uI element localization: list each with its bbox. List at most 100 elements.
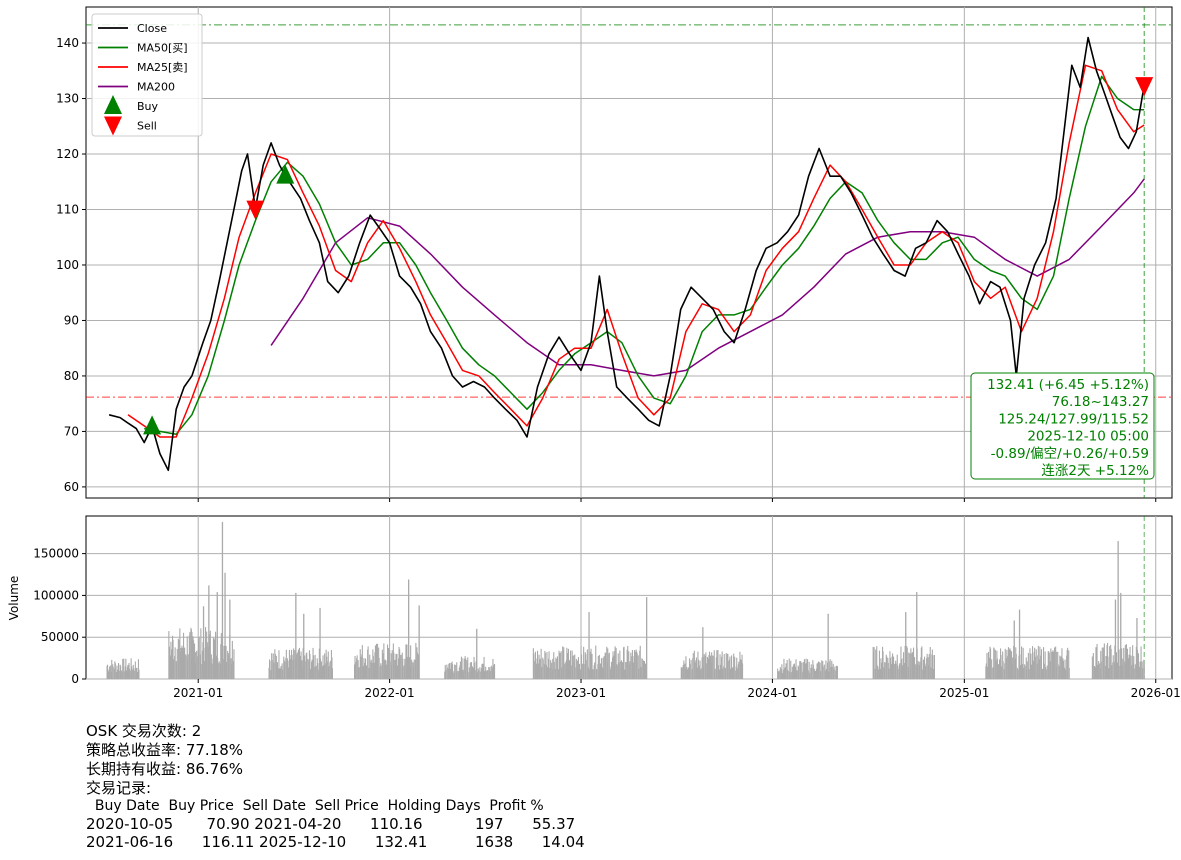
volume-bar <box>395 654 397 679</box>
volume-bar <box>313 666 315 679</box>
volume-bar <box>901 665 903 679</box>
volume-bar <box>908 652 910 679</box>
volume-bar <box>282 669 284 679</box>
volume-bar <box>787 669 789 679</box>
volume-bar <box>1012 657 1014 679</box>
volume-bar <box>681 667 683 679</box>
volume-y-tick-label: 100000 <box>33 588 79 602</box>
volume-bar <box>801 662 803 679</box>
volume-bar <box>470 662 472 679</box>
volume-bar-peak <box>1114 599 1117 679</box>
volume-bar <box>1118 649 1120 679</box>
volume-bar <box>286 658 288 679</box>
volume-bar <box>1040 649 1042 679</box>
volume-bar <box>288 649 290 679</box>
volume-bar <box>603 656 605 679</box>
volume-bar <box>736 668 738 679</box>
volume-bar <box>807 659 809 679</box>
volume-bar <box>600 658 602 679</box>
volume-bar <box>900 659 902 679</box>
volume-bar <box>552 658 554 679</box>
volume-bar <box>1125 644 1127 679</box>
volume-bar <box>1094 667 1096 679</box>
volume-bar <box>1103 643 1105 679</box>
volume-bar <box>463 672 465 679</box>
volume-bar <box>357 660 359 679</box>
volume-bar <box>1046 665 1048 679</box>
volume-bar <box>1006 649 1008 679</box>
volume-bar <box>615 648 617 679</box>
legend-buy-marker <box>104 95 122 114</box>
volume-bar <box>594 662 596 679</box>
volume-bar <box>367 646 369 679</box>
volume-bar <box>783 658 785 679</box>
volume-bar <box>362 666 364 679</box>
volume-bar-peak <box>216 592 218 679</box>
volume-bar <box>929 647 931 679</box>
volume-bar <box>378 657 380 679</box>
volume-bar <box>559 652 561 679</box>
volume-bar <box>931 649 933 679</box>
volume-bar <box>818 661 820 679</box>
volume-bar <box>540 648 542 679</box>
x-tick-label: 2024-01 <box>747 686 797 700</box>
volume-bar <box>910 648 912 679</box>
volume-bar <box>306 652 308 679</box>
volume-bar <box>361 645 363 679</box>
volume-bar <box>171 649 173 679</box>
volume-bar <box>742 663 744 679</box>
volume-bar <box>1127 658 1129 679</box>
volume-bar <box>707 658 709 679</box>
volume-bar <box>637 655 639 679</box>
volume-bar <box>1116 662 1118 679</box>
volume-bar <box>727 653 729 679</box>
volume-bar <box>1122 658 1124 679</box>
volume-bar <box>738 661 740 679</box>
volume-bar <box>216 655 218 679</box>
volume-bar <box>1092 653 1094 679</box>
volume-bar <box>1068 668 1070 679</box>
price-y-ticks: 60 70 80 90 100 110 120 130 140 <box>56 36 86 494</box>
volume-bar <box>1134 668 1136 679</box>
volume-bar <box>613 655 615 679</box>
volume-bar <box>118 670 120 679</box>
backtest-summary: OSK 交易次数: 2 策略总收益率: 77.18% 长期持有收益: 86.76… <box>86 722 585 851</box>
volume-bar <box>533 661 535 679</box>
volume-bar <box>393 652 395 679</box>
volume-bar <box>1064 659 1066 679</box>
stock-chart: 60 70 80 90 100 110 120 130 140 Close MA50[买] MA25… <box>7 6 1181 700</box>
info-box-frame <box>970 372 1155 480</box>
volume-bar <box>1097 664 1099 679</box>
volume-bar <box>996 650 998 679</box>
volume-bar <box>107 671 109 679</box>
volume-bar <box>404 658 406 679</box>
volume-bar-peak <box>418 605 420 679</box>
volume-bar <box>471 666 473 679</box>
volume-bar <box>490 665 492 679</box>
x-tick-label: 2022-01 <box>365 686 415 700</box>
volume-bar <box>592 669 594 679</box>
volume-bar <box>446 667 448 679</box>
volume-bar <box>608 652 610 679</box>
volume-bar <box>596 669 598 679</box>
volume-bar <box>736 657 738 679</box>
volume-bar <box>309 653 311 679</box>
volume-bar <box>327 651 329 679</box>
volume-bar <box>385 664 387 679</box>
price-y-tick-label: 130 <box>56 92 79 106</box>
volume-bar <box>630 656 632 679</box>
volume-bar <box>494 664 496 679</box>
volume-bar <box>1037 645 1039 679</box>
volume-bar <box>1143 665 1145 679</box>
volume-bar <box>539 659 541 679</box>
volume-bar <box>280 666 282 679</box>
volume-bar <box>369 661 371 679</box>
volume-bar <box>834 670 836 679</box>
x-tick-label: 2026-01 <box>1131 686 1181 700</box>
volume-bar <box>809 672 811 679</box>
volume-bar <box>1007 655 1009 679</box>
volume-bar <box>781 664 783 679</box>
volume-bar <box>284 661 286 679</box>
volume-bar <box>125 670 127 679</box>
volume-bar <box>1121 648 1123 679</box>
